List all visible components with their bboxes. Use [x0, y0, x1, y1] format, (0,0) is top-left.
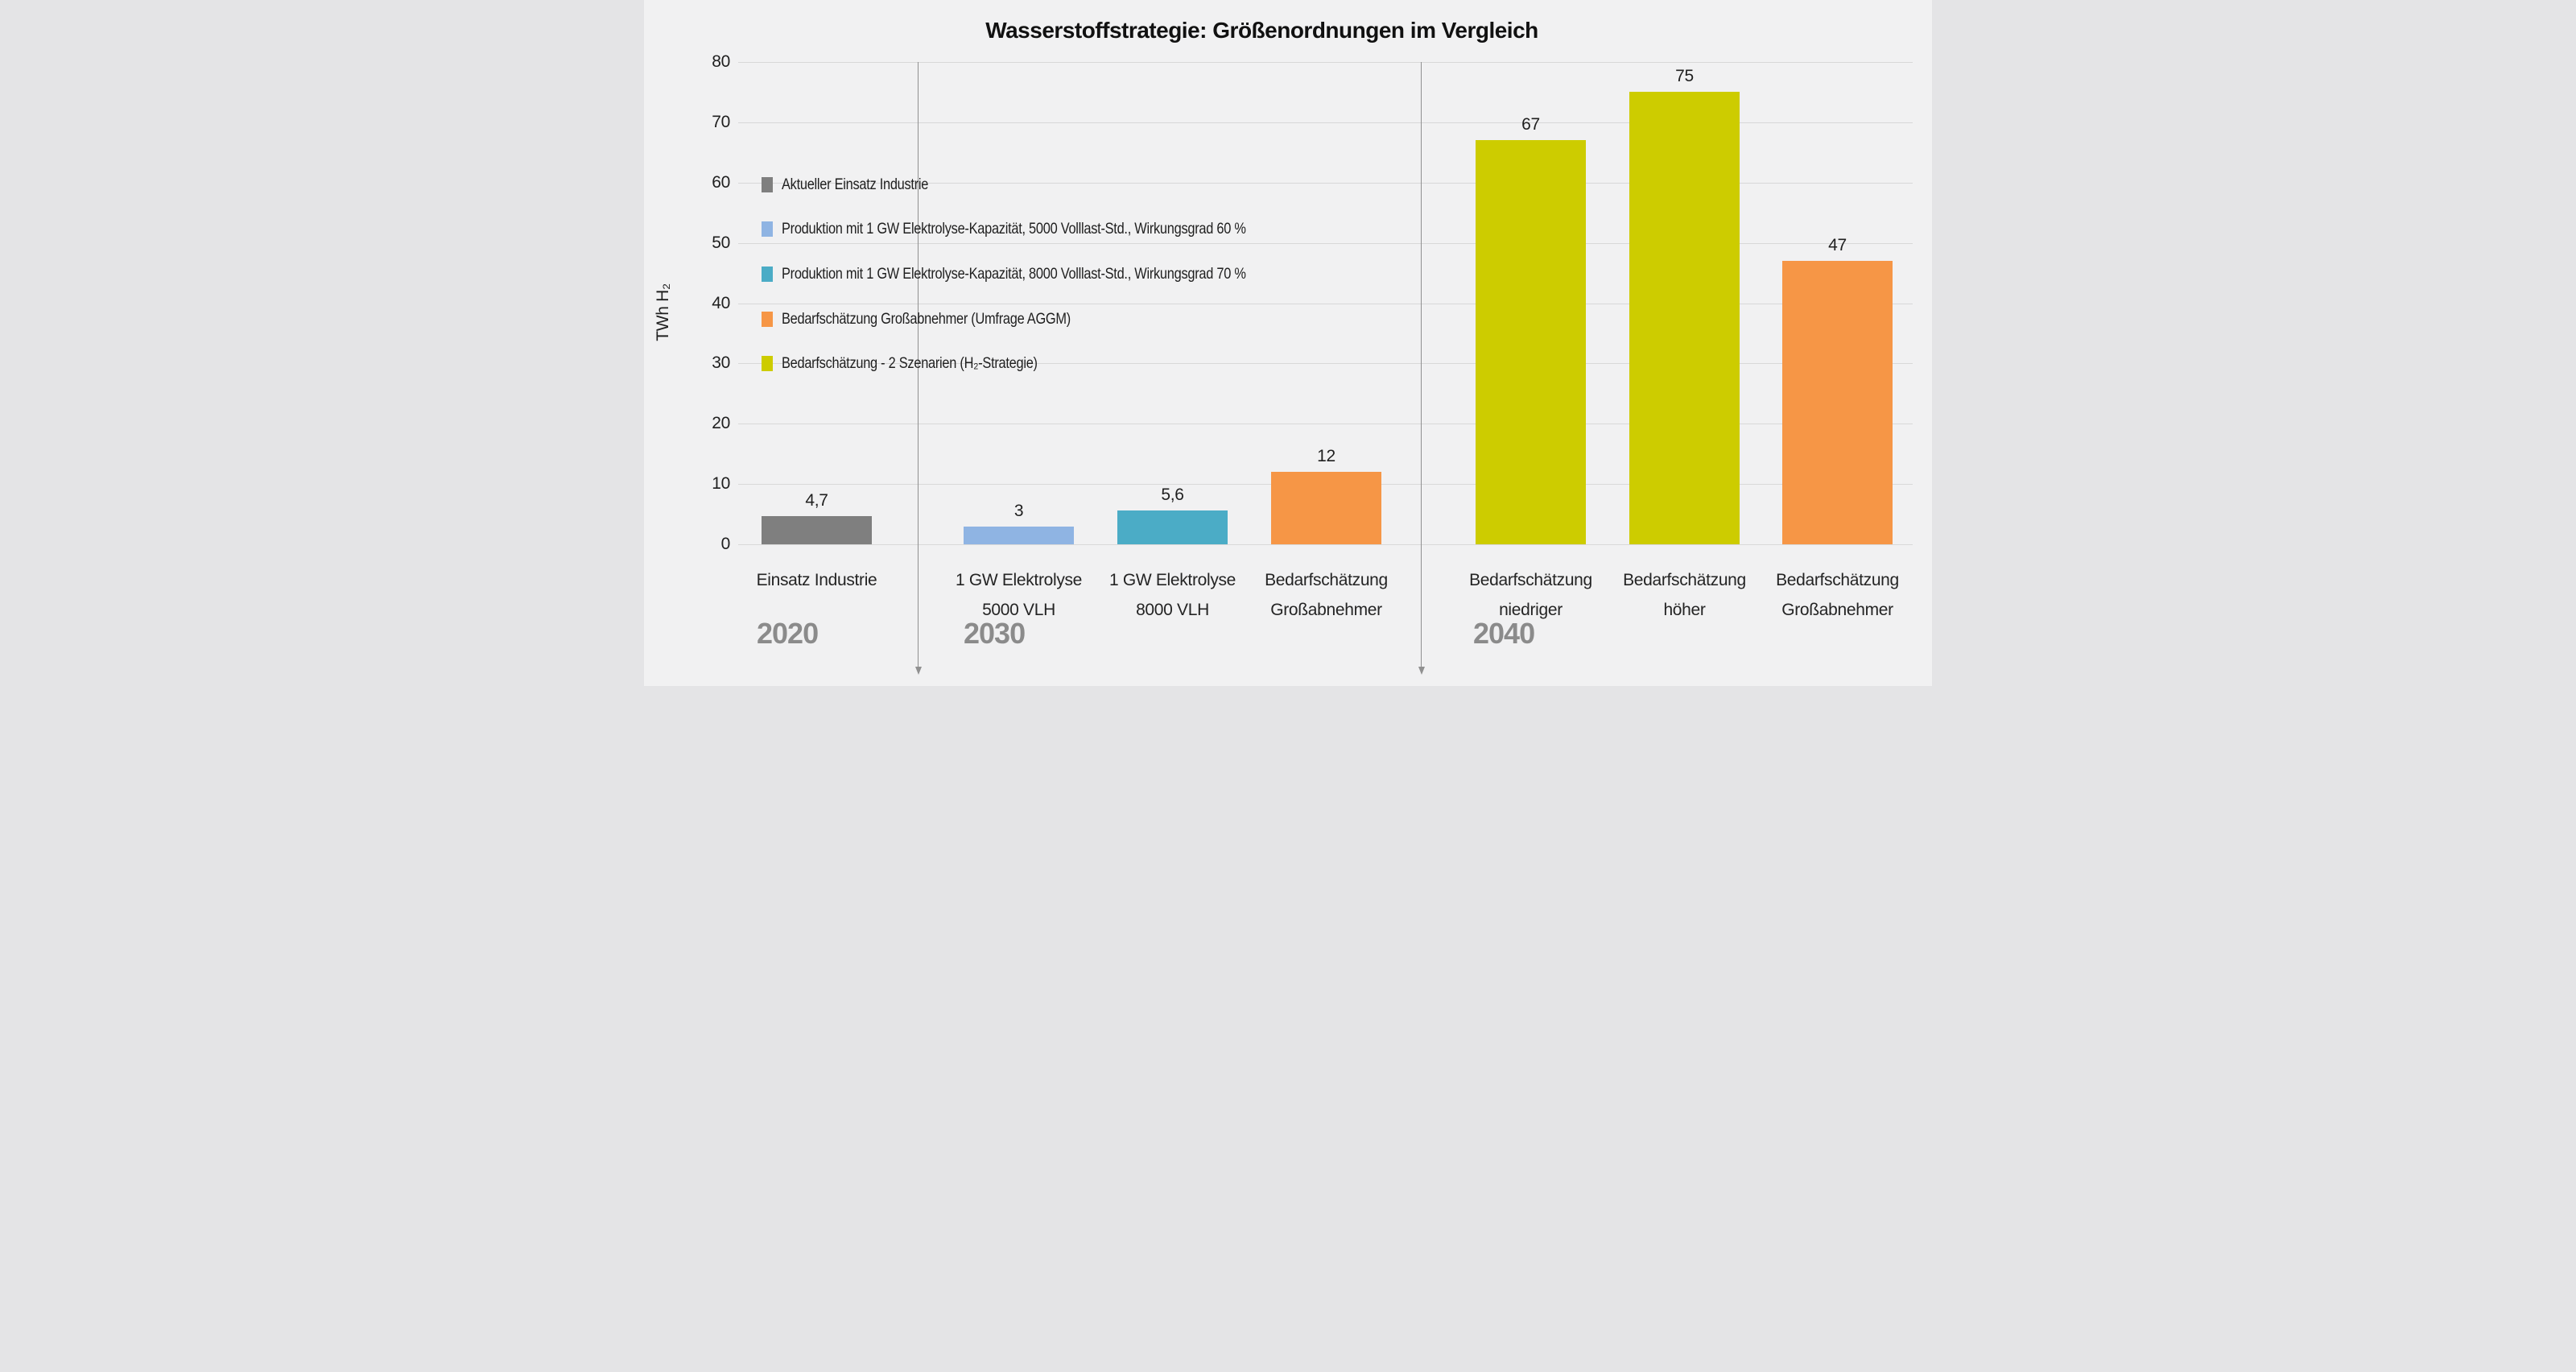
legend-item-4: Bedarfschätzung - 2 Szenarien (H₂-Strate… — [762, 353, 1086, 373]
legend-label: Produktion mit 1 GW Elektrolyse-Kapazitä… — [782, 219, 1246, 238]
group-year-label-2040: 2040 — [1473, 617, 1535, 650]
x-category-label-line: Großabnehmer — [1270, 601, 1382, 619]
legend-swatch-icon — [762, 176, 773, 192]
gridline-30 — [738, 363, 1913, 365]
x-category-label: Bedarfschätzung Großabnehmer — [1214, 565, 1439, 625]
y-tick-label-50: 50 — [712, 233, 730, 252]
x-category-label-line: 5000 VLH — [982, 601, 1055, 619]
bar-2030-1-gw-elektrolyse-8000-vlh — [1117, 510, 1228, 544]
bar-value-label: 5,6 — [1161, 486, 1184, 505]
bar-2020-einsatz-industrie — [762, 515, 872, 544]
legend-label: Bedarfschätzung Großabnehmer (Umfrage AG… — [782, 309, 1071, 328]
y-tick-label-30: 30 — [712, 353, 730, 373]
gridline-50 — [738, 242, 1913, 244]
bar-2040-bedarfsch-tzung-gro-abnehmer — [1782, 261, 1893, 544]
chart-canvas: Wasserstoffstrategie: Größenordnungen im… — [644, 0, 1932, 686]
bar-value-label: 4,7 — [805, 490, 828, 510]
group-divider-2020-2030-tip — [915, 667, 922, 675]
y-tick-label-60: 60 — [712, 172, 730, 192]
legend-item-1: Produktion mit 1 GW Elektrolyse-Kapazitä… — [762, 219, 1334, 238]
y-tick-label-20: 20 — [712, 414, 730, 433]
bar-2040-bedarfsch-tzung-niedriger — [1476, 140, 1586, 544]
y-tick-label-70: 70 — [712, 112, 730, 131]
group-divider-2020-2030 — [918, 62, 919, 667]
legend-label: Bedarfschätzung - 2 Szenarien (H₂-Strate… — [782, 353, 1038, 372]
y-tick-label-80: 80 — [712, 52, 730, 71]
group-year-label-2030: 2030 — [964, 617, 1026, 650]
x-category-label: Bedarfschätzung niedriger — [1418, 565, 1644, 625]
bar-2030-bedarfsch-tzung-gro-abnehmer — [1271, 472, 1381, 544]
legend-item-0: Aktueller Einsatz Industrie — [762, 175, 956, 194]
legend-label: Aktueller Einsatz Industrie — [782, 175, 929, 193]
group-divider-2030-2040 — [1421, 62, 1422, 667]
y-tick-label-0: 0 — [720, 535, 731, 553]
bar-value-label: 3 — [1013, 501, 1024, 520]
bar-value-label: 67 — [1521, 115, 1540, 134]
bar-value-label: 75 — [1675, 67, 1694, 86]
x-category-label-line: 1 GW Elektrolyse — [955, 571, 1083, 589]
legend-swatch-icon — [762, 221, 773, 237]
x-category-label-line: 8000 VLH — [1136, 601, 1209, 619]
x-category-label: 1 GW Elektrolyse 8000 VLH — [1060, 565, 1286, 625]
bar-value-label: 12 — [1317, 447, 1335, 466]
legend-swatch-icon — [762, 311, 773, 327]
x-category-label-line: Bedarfschätzung — [1776, 571, 1899, 589]
x-category-label-line: Bedarfschätzung — [1623, 571, 1746, 589]
x-category-label-line: Bedarfschätzung — [1265, 571, 1388, 589]
x-category-label-line: Einsatz Industrie — [756, 571, 877, 589]
bar-2040-bedarfsch-tzung-h-her — [1629, 92, 1740, 544]
gridline-70 — [738, 122, 1913, 123]
bar-2030-1-gw-elektrolyse-5000-vlh — [964, 526, 1074, 544]
chart-title: Wasserstoffstrategie: Größenordnungen im… — [985, 18, 1538, 43]
x-category-label-line: Bedarfschätzung — [1469, 571, 1592, 589]
legend-item-2: Produktion mit 1 GW Elektrolyse-Kapazitä… — [762, 264, 1334, 283]
x-category-label-line: Großabnehmer — [1781, 601, 1893, 619]
legend-item-3: Bedarfschätzung Großabnehmer (Umfrage AG… — [762, 309, 1125, 329]
y-tick-label-10: 10 — [712, 474, 730, 494]
x-category-label: 1 GW Elektrolyse 5000 VLH — [906, 565, 1132, 625]
gridline-80 — [738, 62, 1913, 63]
bar-value-label: 47 — [1828, 236, 1847, 255]
group-year-label-2020: 2020 — [757, 617, 819, 650]
y-tick-label-40: 40 — [712, 293, 730, 312]
group-divider-2030-2040-tip — [1418, 667, 1425, 675]
legend-label: Produktion mit 1 GW Elektrolyse-Kapazitä… — [782, 264, 1246, 283]
gridline-60 — [738, 182, 1913, 184]
legend-swatch-icon — [762, 266, 773, 282]
x-category-label: Bedarfschätzung höher — [1572, 565, 1798, 625]
x-category-label: Bedarfschätzung Großabnehmer — [1725, 565, 1933, 625]
x-category-label-line: 1 GW Elektrolyse — [1108, 571, 1236, 589]
gridline-0 — [738, 544, 1913, 545]
x-category-label-line: niedriger — [1499, 601, 1563, 619]
legend-swatch-icon — [762, 355, 773, 371]
x-category-label: Einsatz Industrie — [704, 565, 930, 595]
x-category-label-line: höher — [1663, 601, 1706, 619]
